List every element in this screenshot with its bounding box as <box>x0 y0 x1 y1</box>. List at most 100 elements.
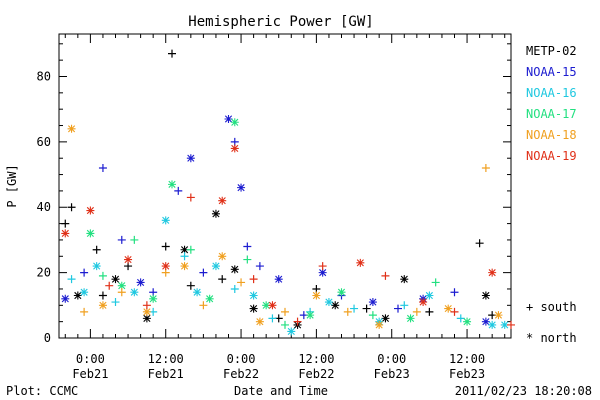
south-marker <box>161 242 170 251</box>
south-marker <box>174 186 183 195</box>
south-marker <box>425 307 434 316</box>
chart-title: Hemispheric Power [GW] <box>188 14 373 30</box>
north-marker <box>86 206 95 215</box>
south-marker <box>80 268 89 277</box>
legend-entry: NOAA-16 <box>526 86 577 100</box>
south-marker <box>249 275 258 284</box>
south-marker <box>67 275 76 284</box>
south-marker <box>186 281 195 290</box>
north-marker <box>318 268 327 277</box>
north-marker <box>180 245 189 254</box>
north-marker <box>249 304 258 313</box>
south-marker <box>507 320 515 329</box>
south-marker <box>368 311 377 320</box>
north-marker <box>488 268 497 277</box>
north-marker <box>312 291 321 300</box>
x-tick-label-time: 0:00 <box>76 352 105 366</box>
south-marker <box>237 278 246 287</box>
north-marker <box>337 288 346 297</box>
south-marker <box>293 317 302 326</box>
y-tick-label: 60 <box>37 135 51 149</box>
south-marker <box>343 307 352 316</box>
x-tick-label-time: 12:00 <box>298 352 334 366</box>
south-marker <box>168 49 176 58</box>
x-tick-label-time: 0:00 <box>227 352 256 366</box>
y-tick-label: 80 <box>37 69 51 83</box>
north-marker <box>463 317 472 326</box>
south-marker <box>130 235 139 244</box>
south-marker <box>186 193 195 202</box>
x-axis: 0:00Feb2112:00Feb210:00Feb2212:00Feb220:… <box>64 34 506 381</box>
north-marker <box>130 288 139 297</box>
plot-credit: Plot: CCMC <box>6 384 78 398</box>
legend-entry: NOAA-19 <box>526 149 577 163</box>
north-marker <box>230 265 239 274</box>
plot-frame <box>58 33 512 339</box>
north-marker <box>218 252 227 261</box>
x-axis-label: Date and Time <box>234 384 328 398</box>
north-marker <box>381 314 390 323</box>
south-marker <box>268 314 277 323</box>
x-tick-label-date: Feb22 <box>223 367 259 381</box>
south-marker <box>481 164 490 173</box>
north-marker <box>406 314 415 323</box>
north-marker <box>193 288 202 297</box>
series-noaa-17 <box>86 118 472 329</box>
north-marker <box>161 262 170 271</box>
south-marker <box>350 304 359 313</box>
x-tick-label-date: Feb21 <box>72 367 108 381</box>
north-marker <box>117 281 126 290</box>
legend-north: * north <box>526 331 577 345</box>
south-marker <box>255 262 264 271</box>
south-marker <box>281 320 289 329</box>
north-marker <box>218 196 227 205</box>
north-marker <box>161 216 170 225</box>
south-marker <box>142 301 151 310</box>
north-marker <box>224 114 233 123</box>
north-marker <box>419 298 428 307</box>
south-marker <box>80 307 89 316</box>
x-tick-label-time: 12:00 <box>449 352 485 366</box>
series-noaa-18 <box>67 124 503 329</box>
south-marker <box>180 252 189 261</box>
north-marker <box>255 317 264 326</box>
legend: METP-02 NOAA-15 NOAA-16 NOAA-17 NOAA-18 NOAA-… <box>526 44 577 163</box>
series-metp-02 <box>61 49 497 329</box>
north-marker <box>86 229 95 238</box>
north-marker <box>331 301 340 310</box>
south-marker <box>98 271 107 280</box>
south-marker <box>111 298 120 307</box>
legend-entry: NOAA-17 <box>526 107 577 121</box>
south-marker <box>394 304 402 313</box>
south-marker <box>475 239 484 248</box>
north-marker <box>67 124 76 133</box>
x-tick-label-date: Feb23 <box>374 367 410 381</box>
y-tick-label: 40 <box>37 200 51 214</box>
south-marker <box>281 307 289 316</box>
north-marker <box>142 307 151 316</box>
north-marker <box>73 291 82 300</box>
north-marker <box>180 262 189 271</box>
north-marker <box>481 317 490 326</box>
north-marker <box>287 327 296 336</box>
south-marker <box>218 275 227 284</box>
south-marker <box>431 278 440 287</box>
south-marker <box>117 288 126 297</box>
north-marker <box>230 144 239 153</box>
north-marker <box>92 262 101 271</box>
legend-entry: NOAA-15 <box>526 65 577 79</box>
north-marker <box>61 294 70 303</box>
north-marker <box>168 180 176 189</box>
south-marker <box>199 301 208 310</box>
north-marker <box>444 304 453 313</box>
north-marker <box>324 298 333 307</box>
x-tick-label-date: Feb21 <box>148 367 184 381</box>
south-marker <box>117 235 126 244</box>
south-marker <box>450 307 459 316</box>
north-marker <box>186 154 195 163</box>
north-marker <box>205 294 214 303</box>
south-marker <box>98 164 107 173</box>
north-marker <box>494 311 503 320</box>
south-marker <box>362 304 371 313</box>
y-tick-label: 0 <box>44 331 51 345</box>
